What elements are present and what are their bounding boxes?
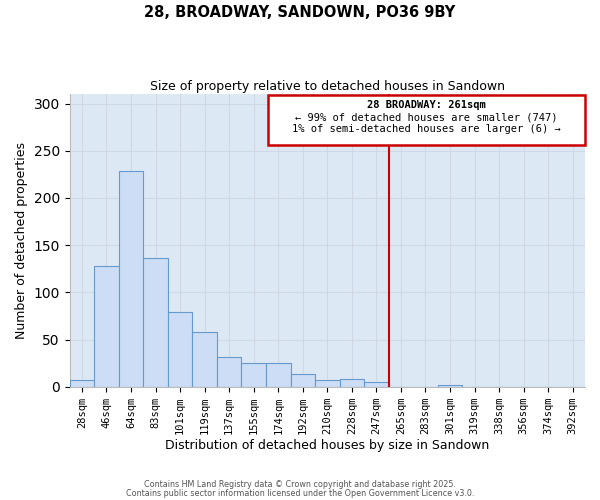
Bar bbox=[168, 312, 193, 386]
Text: Contains public sector information licensed under the Open Government Licence v3: Contains public sector information licen… bbox=[126, 488, 474, 498]
Text: Contains HM Land Registry data © Crown copyright and database right 2025.: Contains HM Land Registry data © Crown c… bbox=[144, 480, 456, 489]
Text: 28 BROADWAY: 261sqm: 28 BROADWAY: 261sqm bbox=[367, 100, 486, 110]
Y-axis label: Number of detached properties: Number of detached properties bbox=[15, 142, 28, 339]
FancyBboxPatch shape bbox=[268, 95, 584, 145]
Bar bbox=[94, 266, 119, 386]
Text: 28, BROADWAY, SANDOWN, PO36 9BY: 28, BROADWAY, SANDOWN, PO36 9BY bbox=[145, 5, 455, 20]
Bar bbox=[364, 382, 389, 386]
Bar bbox=[340, 379, 364, 386]
Text: 1% of semi-detached houses are larger (6) →: 1% of semi-detached houses are larger (6… bbox=[292, 124, 561, 134]
X-axis label: Distribution of detached houses by size in Sandown: Distribution of detached houses by size … bbox=[165, 440, 490, 452]
Bar bbox=[143, 258, 168, 386]
Title: Size of property relative to detached houses in Sandown: Size of property relative to detached ho… bbox=[150, 80, 505, 93]
Bar bbox=[193, 332, 217, 386]
Bar bbox=[217, 358, 241, 386]
Bar bbox=[119, 170, 143, 386]
Bar bbox=[290, 374, 315, 386]
Bar bbox=[266, 363, 290, 386]
Bar bbox=[438, 385, 462, 386]
Bar bbox=[241, 363, 266, 386]
Bar bbox=[315, 380, 340, 386]
Text: ← 99% of detached houses are smaller (747): ← 99% of detached houses are smaller (74… bbox=[295, 112, 558, 122]
Bar bbox=[70, 380, 94, 386]
